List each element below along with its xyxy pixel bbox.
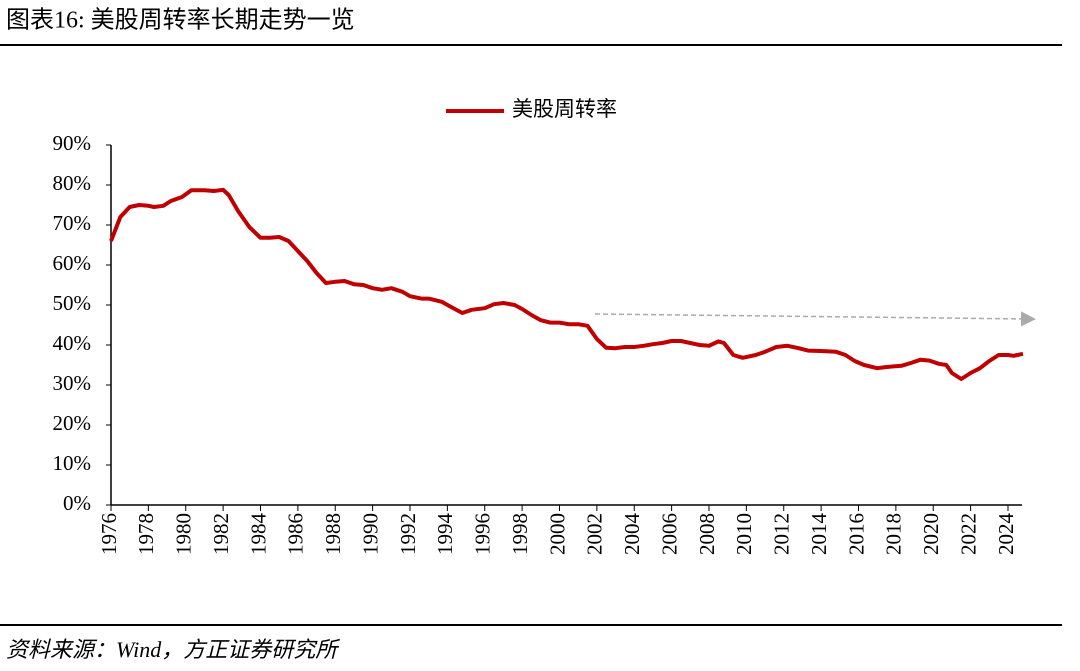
x-tick-label: 2022 bbox=[956, 513, 980, 555]
x-tick-label: 1988 bbox=[321, 513, 345, 555]
x-tick-label: 2002 bbox=[583, 513, 607, 555]
x-tick-label: 1994 bbox=[433, 513, 457, 556]
x-tick-label: 1986 bbox=[284, 513, 308, 555]
trend-arrow bbox=[594, 311, 1036, 327]
x-tick-label: 1984 bbox=[246, 513, 270, 556]
x-tick-label: 2024 bbox=[994, 513, 1018, 556]
x-tick-label: 1980 bbox=[172, 513, 196, 555]
x-tick-label: 2004 bbox=[620, 513, 644, 556]
x-tick-label: 2020 bbox=[919, 513, 943, 555]
y-tick-label: 50% bbox=[53, 291, 92, 315]
x-tick-label: 2006 bbox=[657, 513, 681, 555]
x-tick-label: 2000 bbox=[545, 513, 569, 555]
x-tick-label: 2014 bbox=[807, 513, 831, 556]
y-tick-label: 10% bbox=[53, 451, 92, 475]
y-tick-label: 40% bbox=[53, 331, 92, 355]
series-line bbox=[109, 187, 1024, 381]
y-tick-label: 60% bbox=[53, 251, 92, 275]
x-tick-label: 1992 bbox=[396, 513, 420, 555]
y-tick-label: 70% bbox=[53, 211, 92, 235]
y-tick-label: 20% bbox=[53, 411, 92, 435]
x-tick-label: 1982 bbox=[209, 513, 233, 555]
y-tick-label: 80% bbox=[53, 171, 92, 195]
x-tick-label: 1998 bbox=[508, 513, 532, 555]
legend-label: 美股周转率 bbox=[512, 97, 617, 121]
source-note: 资料来源：Wind，方正证券研究所 bbox=[6, 637, 340, 662]
x-tick-label: 2008 bbox=[695, 513, 719, 555]
x-tick-label: 1978 bbox=[134, 513, 158, 555]
x-tick-label: 1996 bbox=[471, 513, 495, 555]
y-tick-label: 90% bbox=[53, 131, 92, 155]
y-tick-label: 30% bbox=[53, 371, 92, 395]
x-tick-label: 2018 bbox=[882, 513, 906, 555]
y-tick-label: 0% bbox=[63, 491, 91, 515]
x-tick-label: 2010 bbox=[732, 513, 756, 555]
x-tick-label: 1976 bbox=[97, 513, 121, 555]
x-tick-label: 2012 bbox=[770, 513, 794, 555]
x-tick-label: 1990 bbox=[358, 513, 382, 555]
chart-title: 图表16: 美股周转率长期走势一览 bbox=[6, 7, 355, 34]
x-tick-label: 2016 bbox=[844, 513, 868, 555]
